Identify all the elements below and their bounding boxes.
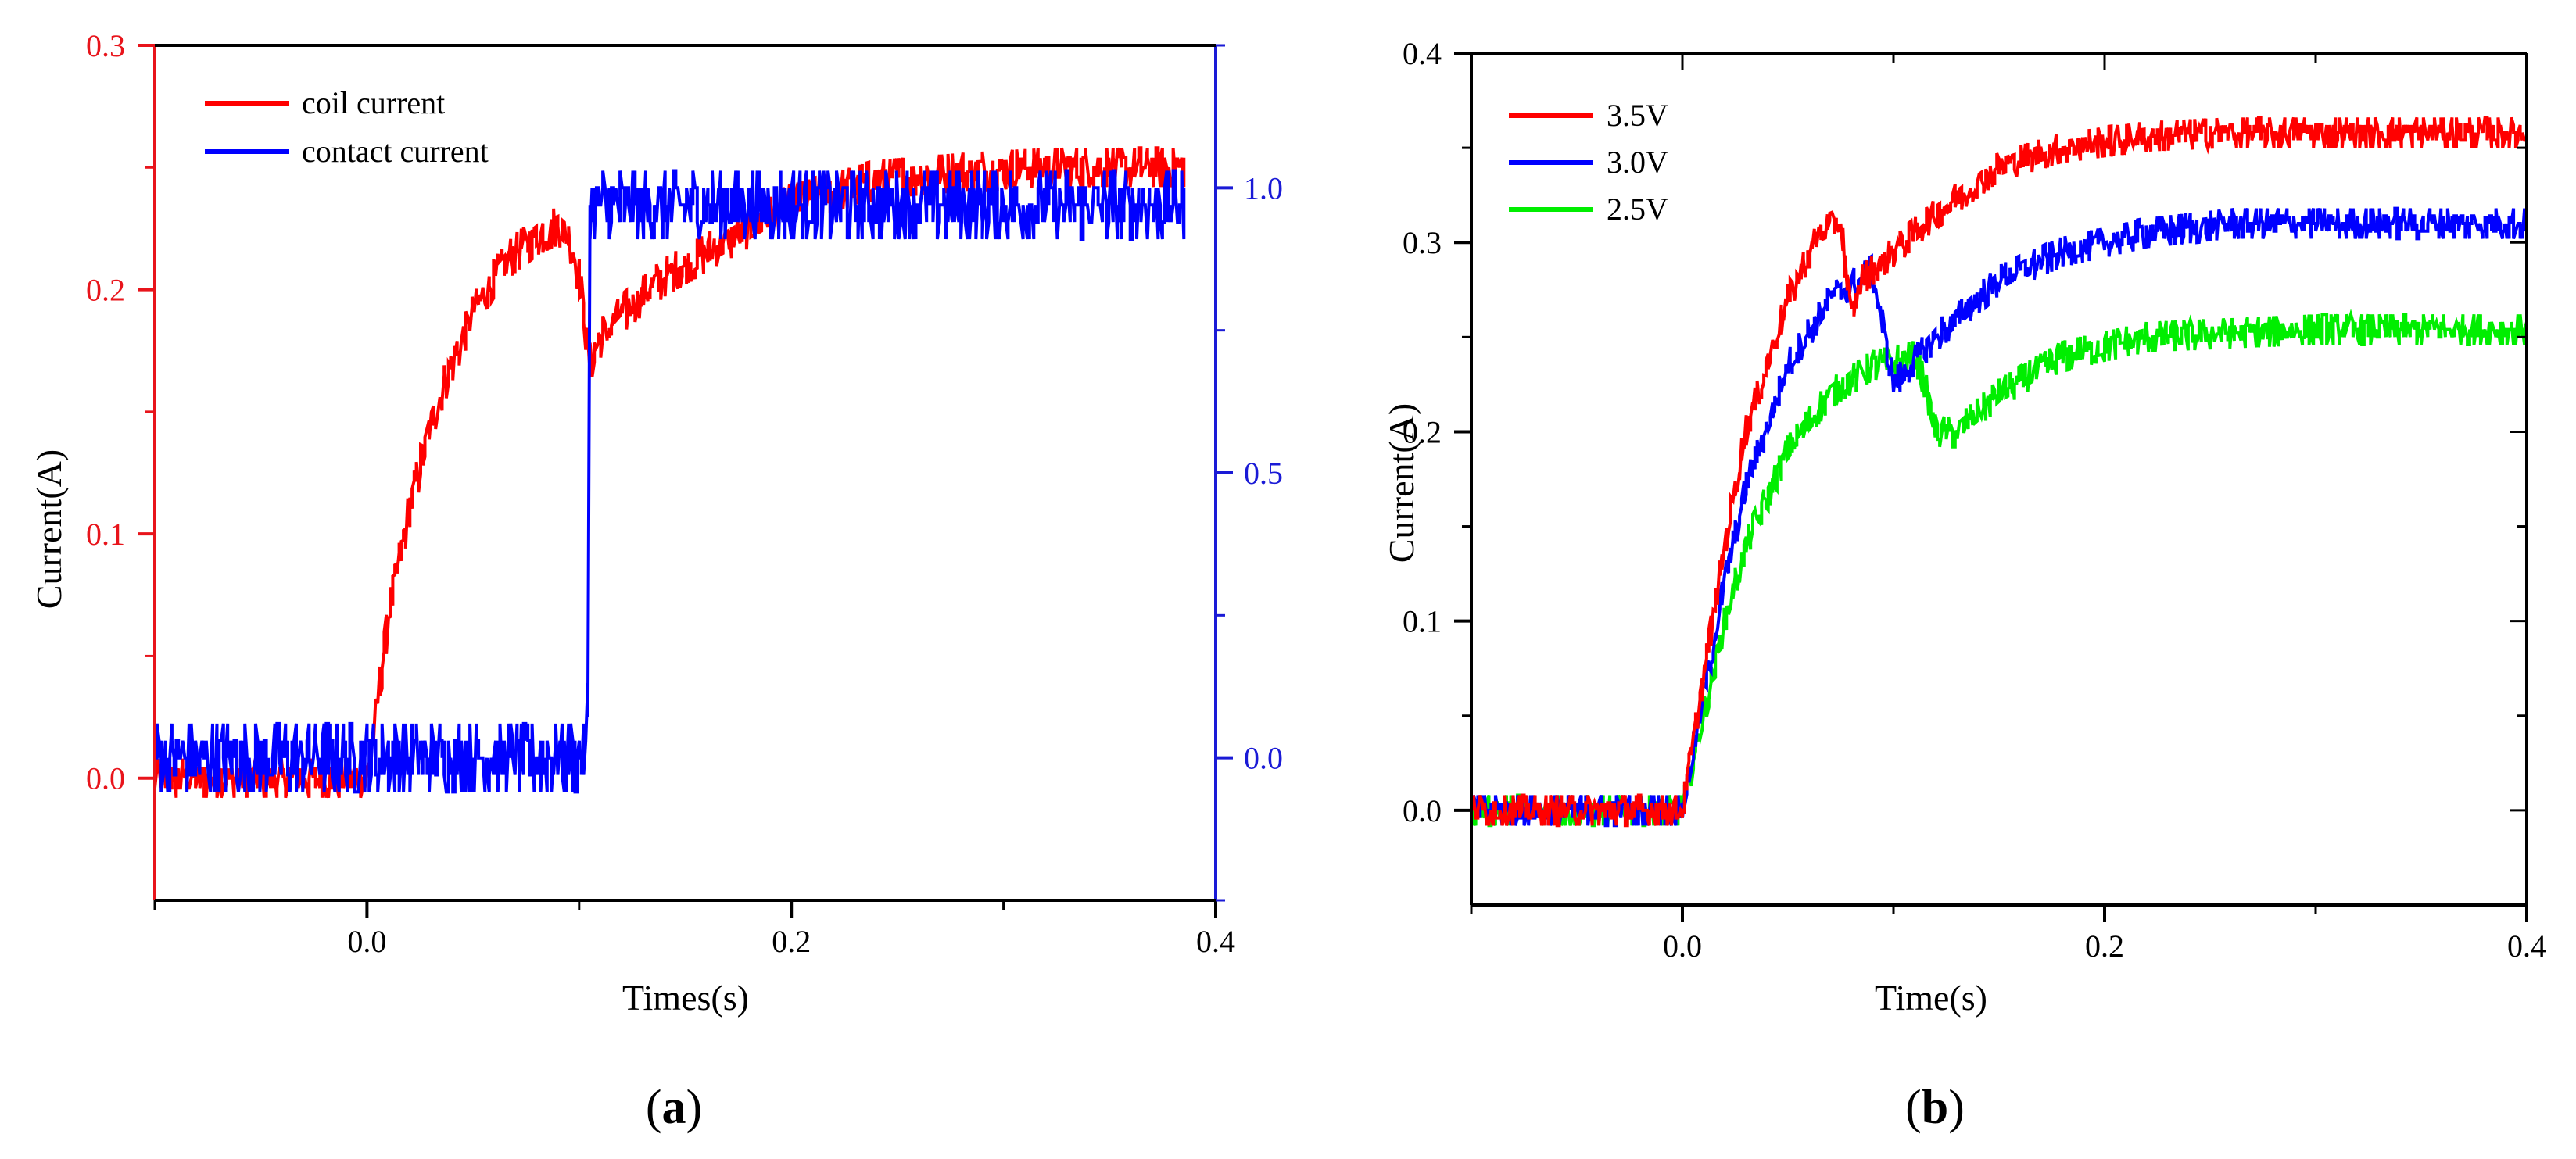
- series-line-3-5v: [1470, 116, 2528, 828]
- y-tick-label: 0.4: [1403, 36, 1442, 71]
- y-tick-label: 0.1: [1403, 604, 1442, 639]
- y-tick-label: 0.2: [1403, 414, 1442, 449]
- panel-b-ylabel: Current(A): [1381, 403, 1421, 563]
- panel-b-series-layer: [1470, 116, 2528, 828]
- series-line-contact-current: [153, 169, 1186, 794]
- panel-b-caption: (b): [1905, 1081, 1965, 1134]
- y-tick-label: 0.1: [86, 517, 125, 552]
- panel-a-xlabel: Times(s): [622, 978, 749, 1018]
- legend-2-5v-label: 2.5V: [1607, 191, 1668, 227]
- x-tick-label: 0.0: [1663, 928, 1702, 964]
- panel-b-axes: 0.0 0.2 0.4 0.0 0.1 0.2 0.3 0.4: [1403, 36, 2546, 964]
- y-tick-label: 0.3: [1403, 225, 1442, 260]
- legend-3-0v-label: 3.0V: [1607, 145, 1668, 180]
- panel-b-legend: 3.5V 3.0V 2.5V: [1509, 98, 1668, 227]
- legend-3-5v-label: 3.5V: [1607, 98, 1668, 133]
- x-tick-label: 0.2: [772, 924, 811, 959]
- series-line-coil-current: [153, 146, 1186, 799]
- panel-a-ylabel: Current(A): [29, 449, 69, 609]
- y-tick-label: 0.0: [86, 761, 125, 796]
- x-tick-label: 0.2: [2085, 928, 2124, 964]
- panel-a-series-layer: [153, 146, 1186, 799]
- panel-b-chart: 0.0 0.2 0.4 0.0 0.1 0.2 0.3 0.4 Current(A) Time…: [1381, 36, 2546, 1134]
- panel-a-caption-letter: a: [662, 1081, 686, 1134]
- x-tick-label: 0.0: [347, 924, 386, 959]
- y2-tick-label: 0.5: [1244, 456, 1283, 491]
- panel-b-caption-letter: b: [1922, 1081, 1948, 1134]
- legend-contact-current-label: contact current: [302, 134, 489, 169]
- panel-b-xlabel: Time(s): [1875, 978, 1987, 1018]
- y-tick-label: 0.0: [1403, 793, 1442, 828]
- panel-a-chart: 0.0 0.2 0.4 0.0 0.1 0.2 0.3 0.0 0.5 1.0 Current(A…: [29, 28, 1283, 1134]
- y-tick-label: 0.3: [86, 28, 125, 63]
- legend-coil-current-label: coil current: [302, 85, 445, 120]
- x-tick-label: 0.4: [1196, 924, 1235, 959]
- panel-a-axes: 0.0 0.2 0.4 0.0 0.1 0.2 0.3 0.0 0.5 1.0: [86, 28, 1283, 959]
- y2-tick-label: 1.0: [1244, 170, 1283, 206]
- y-tick-label: 0.2: [86, 273, 125, 308]
- panel-a-caption: (a): [646, 1081, 702, 1134]
- panel-a-legend: coil current contact current: [205, 85, 489, 169]
- x-tick-label: 0.4: [2507, 928, 2546, 964]
- y2-tick-label: 0.0: [1244, 741, 1283, 776]
